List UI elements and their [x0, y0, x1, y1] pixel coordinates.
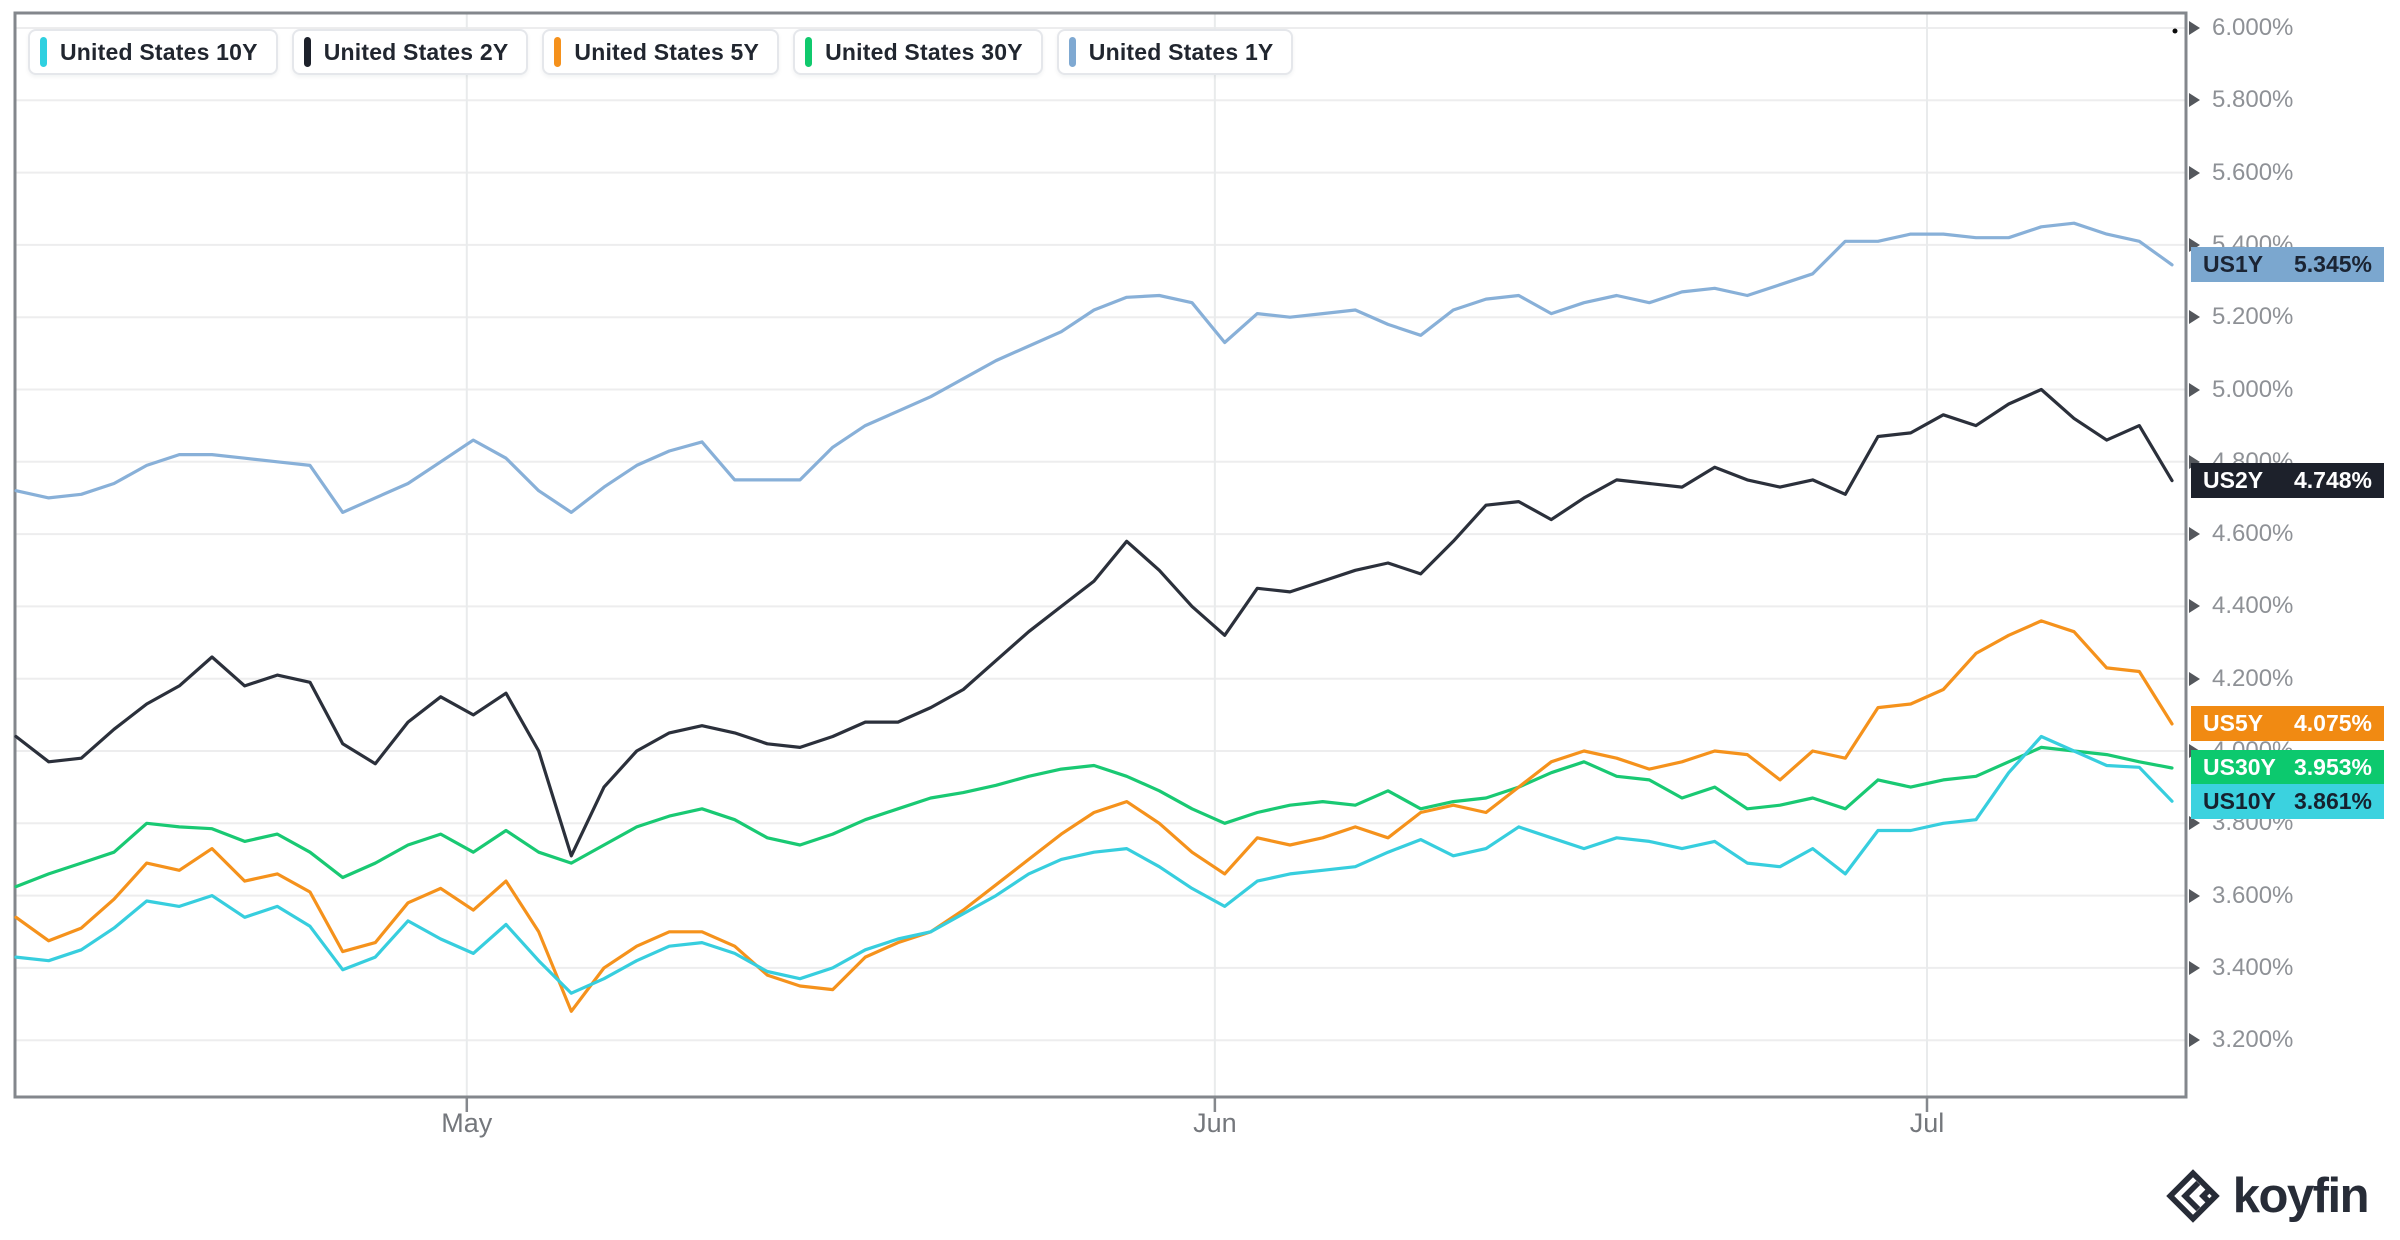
series-line-us5y	[14, 619, 2174, 1013]
series-badge-us5y: US5Y 4.075%	[2191, 706, 2384, 742]
badge-label: US1Y	[2203, 251, 2264, 278]
plot-border	[13, 11, 2188, 1099]
series-line-us1y	[14, 221, 2174, 515]
y-tick-arrow-icon	[2189, 816, 2200, 831]
legend: United States 10Y United States 2Y United …	[28, 29, 1294, 75]
y-tick-arrow-icon	[2189, 960, 2200, 975]
badge-label: US2Y	[2203, 467, 2264, 494]
y-tick-label: 5.800%	[2212, 86, 2294, 114]
y-tick-arrow-icon	[2189, 237, 2200, 252]
badge-label: US30Y	[2203, 754, 2276, 781]
legend-chip-us30y[interactable]: United States 30Y	[793, 29, 1043, 75]
badge-label: US5Y	[2203, 710, 2264, 737]
y-tick-arrow-icon	[2189, 21, 2200, 35]
y-tick-arrow-icon	[2189, 454, 2200, 469]
badge-value: 3.953%	[2293, 754, 2372, 781]
x-axis-label-jun: Jun	[1193, 1108, 1237, 1138]
y-tick-arrow-icon	[2189, 382, 2200, 397]
legend-label: United States 1Y	[1088, 38, 1274, 65]
y-tick-label: 4.200%	[2212, 664, 2294, 692]
y-tick-arrow-icon	[2189, 165, 2200, 180]
legend-label: United States 2Y	[323, 38, 509, 65]
y-tick-arrow-icon	[2189, 93, 2200, 108]
koyfin-logo-icon	[2165, 1169, 2220, 1223]
series-line-us10y	[14, 734, 2174, 995]
legend-label: United States 5Y	[574, 38, 760, 65]
series-badge-us10y: US10Y 3.861%	[2191, 783, 2384, 819]
legend-color-bar	[554, 37, 562, 67]
series-line-us30y	[14, 745, 2174, 889]
legend-color-bar	[1068, 37, 1076, 67]
badge-label: US10Y	[2203, 787, 2276, 814]
badge-value: 5.345%	[2293, 251, 2372, 278]
badge-value: 4.075%	[2293, 710, 2372, 737]
y-tick-label: 5.600%	[2212, 158, 2294, 186]
legend-color-bar	[40, 37, 47, 67]
x-axis-label-jul: Jul	[1909, 1108, 1945, 1138]
y-tick-label: 3.400%	[2212, 953, 2294, 981]
badge-value: 3.861%	[2293, 787, 2372, 814]
koyfin-logo-text: koyfin	[2232, 1169, 2370, 1223]
koyfin-logo: koyfin	[2165, 1168, 2370, 1224]
y-tick-arrow-icon	[2189, 1033, 2200, 1048]
legend-label: United States 30Y	[825, 38, 1023, 65]
legend-color-bar	[805, 37, 813, 67]
y-tick-arrow-icon	[2189, 310, 2200, 325]
y-tick-label: 3.200%	[2212, 1026, 2294, 1054]
cursor-dot	[2172, 28, 2178, 34]
legend-chip-us5y[interactable]: United States 5Y	[542, 29, 780, 75]
y-tick-arrow-icon	[2189, 599, 2200, 614]
y-tick-label: 4.600%	[2212, 520, 2294, 548]
y-tick-label: 6.000%	[2212, 14, 2294, 41]
y-tick-arrow-icon	[2189, 671, 2200, 686]
y-tick-arrow-icon	[2189, 888, 2200, 903]
legend-chip-us1y[interactable]: United States 1Y	[1056, 29, 1294, 75]
series-badge-us2y: US2Y 4.748%	[2191, 463, 2384, 499]
y-tick-label: 5.000%	[2212, 375, 2294, 403]
legend-label: United States 10Y	[60, 38, 258, 65]
legend-color-bar	[303, 37, 311, 67]
y-tick-label: 4.400%	[2212, 592, 2294, 620]
y-tick-label: 3.600%	[2212, 881, 2294, 909]
y-tick-arrow-icon	[2189, 527, 2200, 542]
series-badge-us30y: US30Y 3.953%	[2191, 750, 2384, 786]
legend-chip-us10y[interactable]: United States 10Y	[28, 29, 278, 75]
series-line-us2y	[14, 387, 2174, 858]
x-axis-label-may: May	[441, 1108, 493, 1138]
series-badge-us1y: US1Y 5.345%	[2191, 247, 2384, 283]
y-tick-label: 5.200%	[2212, 303, 2294, 331]
badge-value: 4.748%	[2293, 467, 2372, 494]
legend-chip-us2y[interactable]: United States 2Y	[291, 29, 529, 75]
